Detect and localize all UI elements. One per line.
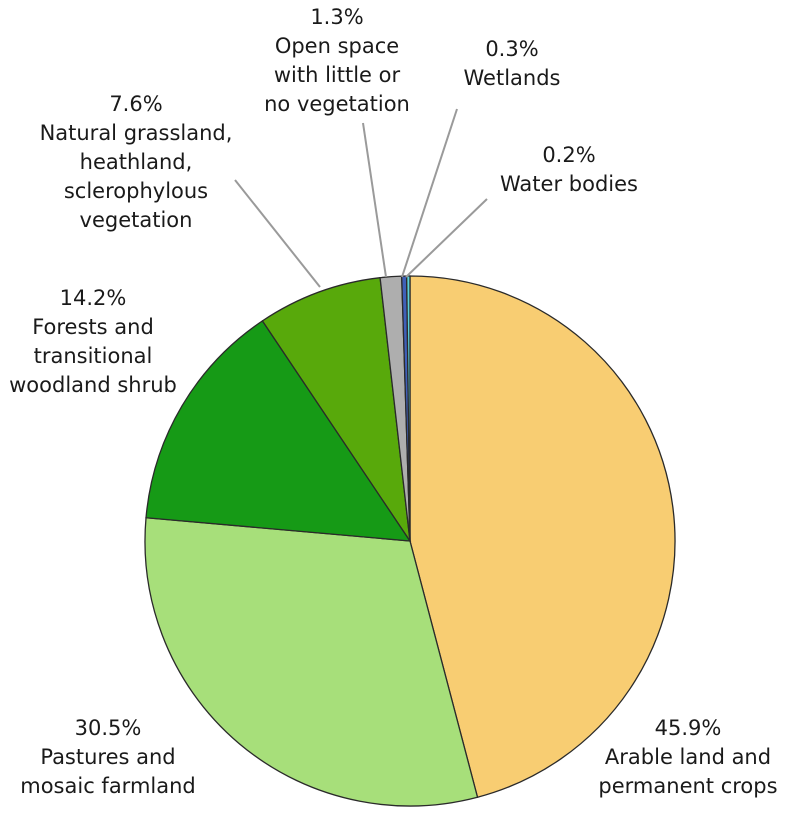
slice-percent-forests: 14.2%: [60, 286, 127, 310]
slice-category-line-grassland: Natural grassland,: [40, 121, 233, 145]
slice-label-forests: 14.2% Forests and transitional woodland shr…: [9, 286, 177, 397]
pie-slice-pastures: [144, 517, 479, 807]
slice-label-pastures: 30.5% Pastures and mosaic farmland: [20, 716, 196, 798]
slice-label-arable: 45.9% Arable land and permanent crops: [598, 716, 777, 798]
slice-labels: 45.9% Arable land and permanent crops 30.5%…: [9, 5, 777, 798]
pie-slice-grassland: [261, 276, 411, 542]
slice-category-line-arable: Arable land and: [605, 745, 771, 769]
pie-slice-forests: [145, 319, 412, 542]
slice-percent-water: 0.2%: [542, 143, 595, 167]
slice-category-line-pastures: Pastures and: [40, 745, 175, 769]
leader-line-grassland: [234, 179, 321, 288]
slice-percent-grassland: 7.6%: [109, 92, 162, 116]
slice-category-line-wetlands: Wetlands: [464, 66, 561, 90]
slice-label-water: 0.2% Water bodies: [500, 143, 638, 196]
leader-lines: [234, 108, 488, 288]
slice-percent-open-space: 1.3%: [310, 5, 363, 29]
slice-category-line-forests: transitional: [34, 344, 153, 368]
slice-category-line-open-space: with little or: [274, 63, 401, 87]
slice-category-line-arable: permanent crops: [598, 774, 777, 798]
slice-category-line-grassland: heathland,: [80, 150, 193, 174]
slice-percent-wetlands: 0.3%: [485, 37, 538, 61]
slice-category-line-water: Water bodies: [500, 172, 638, 196]
leader-line-open-space: [362, 122, 387, 278]
leader-line-wetlands: [401, 108, 458, 278]
slice-category-line-pastures: mosaic farmland: [20, 774, 196, 798]
pie-slice-arable: [409, 275, 676, 799]
slice-category-line-grassland: vegetation: [80, 208, 193, 232]
slice-category-line-forests: woodland shrub: [9, 373, 177, 397]
slice-percent-pastures: 30.5%: [75, 716, 142, 740]
leader-line-water: [405, 198, 488, 278]
slice-category-line-open-space: Open space: [275, 34, 399, 58]
slice-label-wetlands: 0.3% Wetlands: [464, 37, 561, 90]
slice-percent-arable: 45.9%: [655, 716, 722, 740]
slice-label-open-space: 1.3% Open space with little or no vegetatio…: [264, 5, 410, 116]
slice-category-line-open-space: no vegetation: [264, 92, 410, 116]
slice-category-line-forests: Forests and: [32, 315, 154, 339]
slice-category-line-grassland: sclerophylous: [64, 179, 208, 203]
slice-label-grassland: 7.6% Natural grassland, heathland, scleroph…: [40, 92, 233, 232]
pie-slices: [144, 275, 676, 807]
